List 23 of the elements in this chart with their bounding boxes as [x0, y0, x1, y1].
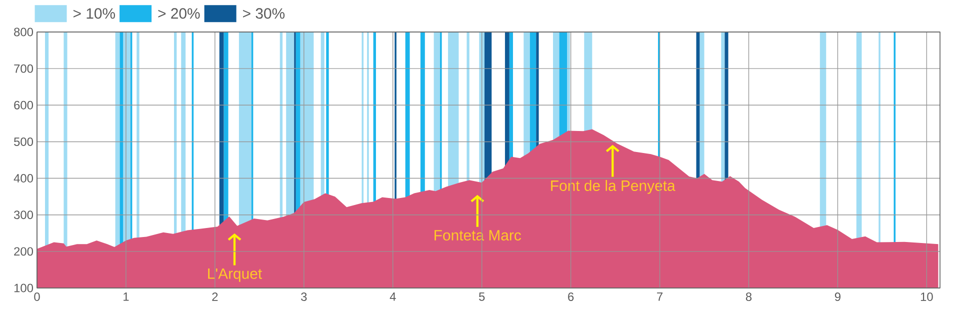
y-tick-label: 600	[14, 100, 34, 110]
annotation: L'Arquet	[208, 268, 262, 282]
y-tick-label: 800	[14, 28, 34, 36]
x-tick-label: 5	[479, 292, 485, 301]
y-tick-label: 400	[14, 174, 34, 183]
x-tick-label: 1	[124, 292, 129, 301]
x-tick-label: 10	[920, 292, 933, 301]
x-tick-label: 0	[34, 292, 40, 301]
x-tick-label: 4	[390, 292, 396, 301]
x-tick-label: 3	[301, 292, 307, 301]
x-tick-label: 7	[657, 292, 662, 301]
x-tick-label: 9	[834, 292, 840, 301]
x-tick-label: 6	[568, 292, 574, 301]
legend-label: > 30%	[243, 8, 285, 19]
y-tick-label: 500	[14, 137, 34, 146]
x-tick-label: 8	[746, 292, 752, 301]
x-tick-label: 2	[212, 292, 218, 301]
y-tick-label: 100	[14, 284, 34, 292]
y-tick-label: 700	[14, 64, 34, 73]
legend-label: > 10%	[74, 8, 116, 19]
y-tick-label: 200	[14, 247, 34, 256]
y-tick-label: 300	[14, 210, 34, 220]
legend-label: > 20%	[158, 8, 200, 19]
